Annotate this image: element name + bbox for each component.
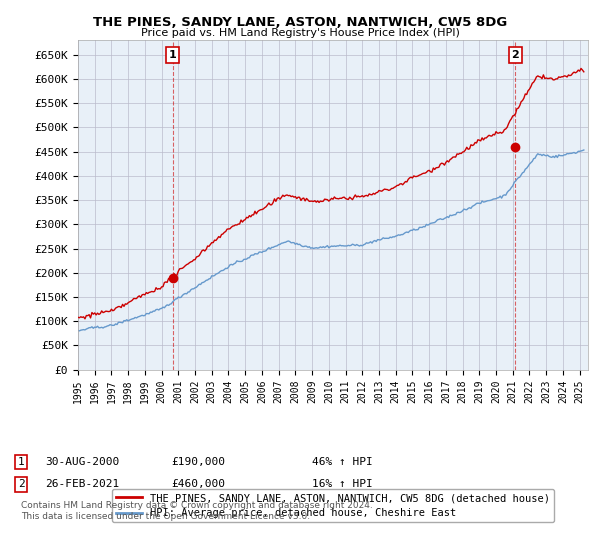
Text: 2: 2 xyxy=(17,479,25,489)
Text: 2: 2 xyxy=(511,50,519,60)
Text: Contains HM Land Registry data © Crown copyright and database right 2024.: Contains HM Land Registry data © Crown c… xyxy=(21,502,373,511)
Text: 46% ↑ HPI: 46% ↑ HPI xyxy=(312,457,373,467)
Text: THE PINES, SANDY LANE, ASTON, NANTWICH, CW5 8DG: THE PINES, SANDY LANE, ASTON, NANTWICH, … xyxy=(93,16,507,29)
Text: 1: 1 xyxy=(17,457,25,467)
Text: £460,000: £460,000 xyxy=(171,479,225,489)
Text: 26-FEB-2021: 26-FEB-2021 xyxy=(45,479,119,489)
Text: 30-AUG-2000: 30-AUG-2000 xyxy=(45,457,119,467)
Legend: THE PINES, SANDY LANE, ASTON, NANTWICH, CW5 8DG (detached house), HPI: Average p: THE PINES, SANDY LANE, ASTON, NANTWICH, … xyxy=(112,489,554,522)
Text: 16% ↑ HPI: 16% ↑ HPI xyxy=(312,479,373,489)
Text: This data is licensed under the Open Government Licence v3.0.: This data is licensed under the Open Gov… xyxy=(21,512,310,521)
Text: Price paid vs. HM Land Registry's House Price Index (HPI): Price paid vs. HM Land Registry's House … xyxy=(140,28,460,38)
Text: £190,000: £190,000 xyxy=(171,457,225,467)
Text: 1: 1 xyxy=(169,50,176,60)
